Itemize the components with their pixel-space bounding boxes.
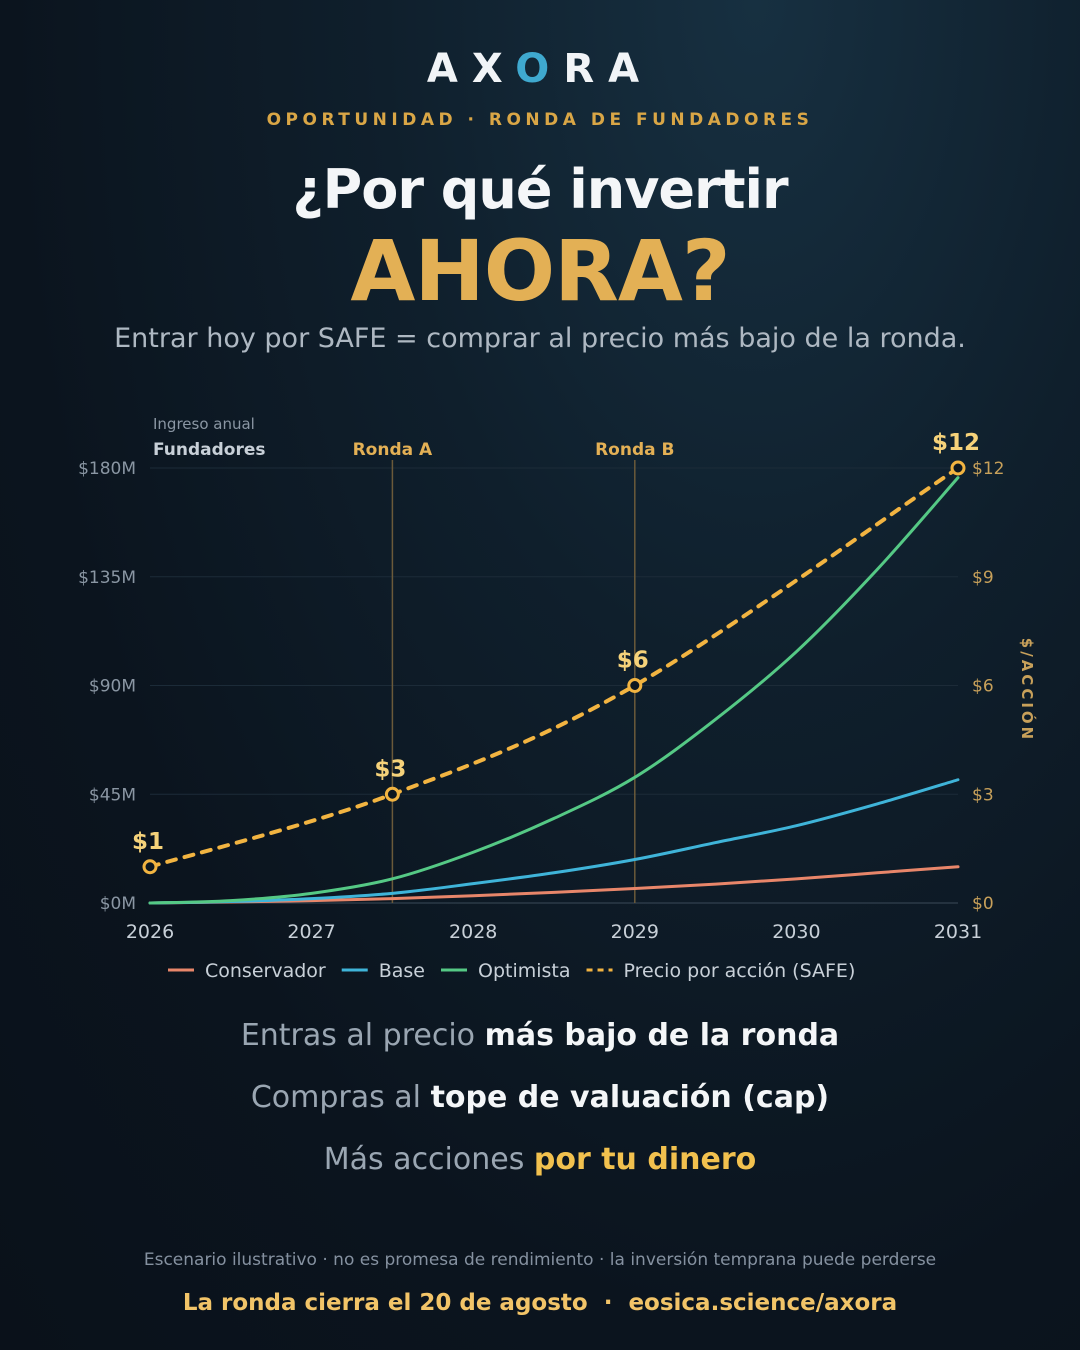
legend-label-optimista: Optimista xyxy=(478,960,571,982)
price-point-label: $1 xyxy=(132,829,164,855)
footer-deadline: La ronda cierra el 20 de agosto xyxy=(182,1290,588,1316)
x-tick-label: 2029 xyxy=(611,921,659,943)
x-tick-label: 2028 xyxy=(449,921,497,943)
round-label-ronda-b: Ronda B xyxy=(595,440,674,460)
headline-line2: AHORA? xyxy=(350,222,730,320)
y-right-tick-label: $9 xyxy=(972,568,994,588)
footer-separator: · xyxy=(603,1290,613,1316)
price-point-label: $3 xyxy=(374,756,406,782)
series-line-precio-por-accion-safe xyxy=(148,466,960,869)
y-right-tick-label: $6 xyxy=(972,677,994,697)
legend-label-conservador: Conservador xyxy=(205,960,326,982)
round-label-fundadores: Fundadores xyxy=(153,440,266,460)
kicker: OPORTUNIDAD · RONDA DE FUNDADORES xyxy=(266,110,814,130)
round-label-ronda-a: Ronda A xyxy=(353,440,433,460)
y-left-axis-caption: Ingreso anual xyxy=(153,415,255,433)
price-point xyxy=(627,678,643,693)
price-point-label: $12 xyxy=(932,430,980,456)
benefit-3: Más acciones por tu dinero xyxy=(323,1142,757,1177)
price-point xyxy=(384,786,400,802)
revenue-price-chart: $0M $45M $90M $135M $180M $0 $3 $6 $9 $12 $/ACCIÓN… xyxy=(78,415,1037,982)
series-line-optimista xyxy=(148,476,960,905)
y-right-axis-label: $/ACCIÓN xyxy=(1018,638,1037,742)
footer-url-link[interactable]: eosica.science/axora xyxy=(628,1290,898,1316)
x-tick-label: 2031 xyxy=(934,921,982,943)
headline-line1: ¿Por qué invertir xyxy=(292,158,788,221)
series-line-base xyxy=(148,778,960,905)
benefit-1: Entras al precio más bajo de la ronda xyxy=(240,1018,840,1053)
price-point-label: $6 xyxy=(617,648,649,674)
x-tick-label: 2027 xyxy=(287,921,335,943)
y-left-tick-label: $135M xyxy=(78,568,136,588)
price-point xyxy=(142,859,158,875)
y-right-tick-label: $12 xyxy=(972,459,1004,479)
y-left-tick-label: $45M xyxy=(89,785,136,805)
x-tick-label: 2030 xyxy=(772,921,820,943)
price-point xyxy=(950,460,966,476)
y-left-tick-label: $180M xyxy=(78,459,136,479)
benefit-2: Compras al tope de valuación (cap) xyxy=(250,1080,830,1115)
legend-label-precio-por-accion-safe: Precio por acción (SAFE) xyxy=(624,960,856,982)
y-right-tick-label: $3 xyxy=(972,785,994,805)
x-tick-label: 2026 xyxy=(126,921,174,943)
y-right-tick-label: $0 xyxy=(972,894,994,914)
legend-label-base: Base xyxy=(379,960,425,982)
y-left-tick-label: $0M xyxy=(100,894,136,914)
disclaimer: Escenario ilustrativo · no es promesa de… xyxy=(143,1250,937,1270)
footer: La ronda cierra el 20 de agosto · eosica.s… xyxy=(0,1290,1080,1316)
y-left-tick-label: $90M xyxy=(89,677,136,697)
subheadline: Entrar hoy por SAFE = comprar al precio … xyxy=(114,323,966,354)
brand-logo: AXORA xyxy=(426,46,654,92)
